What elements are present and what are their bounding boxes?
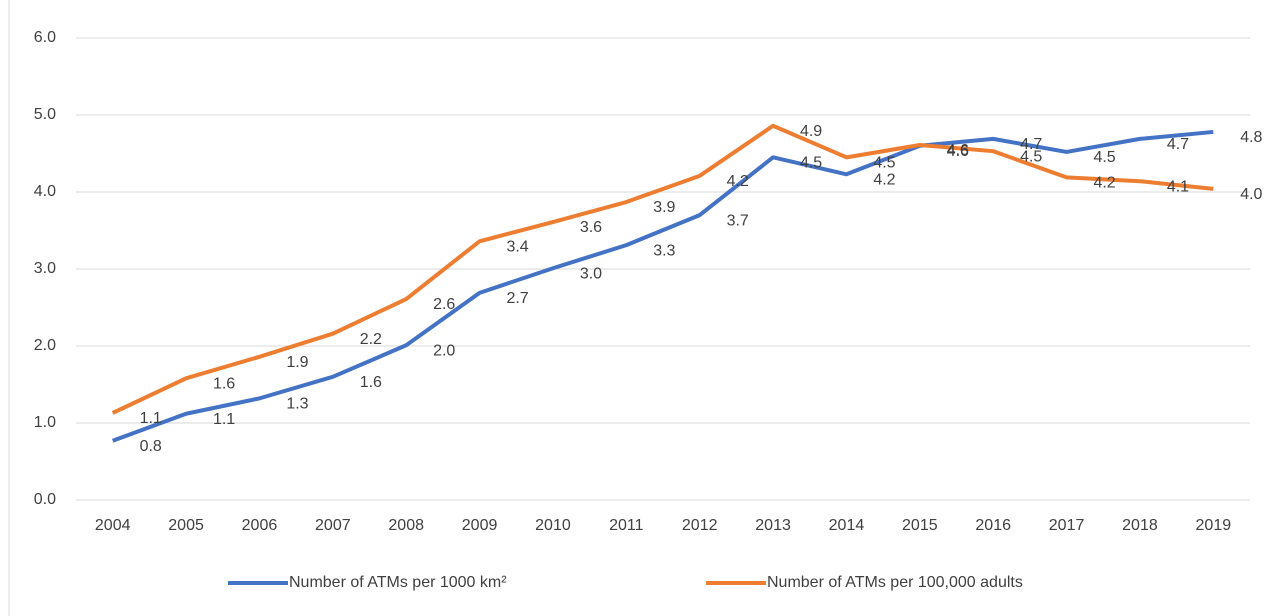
data-label: 4.5 xyxy=(1020,148,1042,165)
x-tick-label: 2013 xyxy=(755,517,791,534)
x-tick-label: 2019 xyxy=(1196,517,1232,534)
x-tick-label: 2014 xyxy=(829,517,865,534)
data-label: 4.0 xyxy=(1240,186,1262,203)
y-tick-label: 3.0 xyxy=(34,260,56,277)
data-label: 3.6 xyxy=(580,219,602,236)
data-label: 2.2 xyxy=(360,331,382,348)
series-line xyxy=(111,123,1214,415)
data-label: 1.1 xyxy=(140,410,162,427)
y-tick-label: 6.0 xyxy=(34,29,56,46)
data-label: 4.1 xyxy=(1167,178,1189,195)
x-tick-label: 2017 xyxy=(1049,517,1085,534)
data-label: 4.5 xyxy=(1093,149,1115,166)
x-tick-label: 2007 xyxy=(315,517,351,534)
data-label: 3.9 xyxy=(653,199,675,216)
data-label: 4.2 xyxy=(1093,175,1115,192)
x-tick-label: 2015 xyxy=(902,517,938,534)
series-line xyxy=(111,129,1214,443)
x-tick-label: 2008 xyxy=(388,517,424,534)
x-tick-label: 2004 xyxy=(95,517,131,534)
x-tick-label: 2012 xyxy=(682,517,718,534)
y-tick-label: 4.0 xyxy=(34,183,56,200)
data-label: 3.4 xyxy=(506,238,528,255)
legend-label: Number of ATMs per 100,000 adults xyxy=(767,574,1023,591)
data-label: 2.7 xyxy=(506,290,528,307)
data-label: 2.0 xyxy=(433,342,455,359)
data-label: 1.6 xyxy=(360,374,382,391)
data-label: 4.2 xyxy=(873,172,895,189)
data-label: 4.8 xyxy=(1240,129,1262,146)
data-label: 1.9 xyxy=(286,354,308,371)
data-label: 1.1 xyxy=(213,411,235,428)
x-tick-label: 2010 xyxy=(535,517,571,534)
data-label: 4.5 xyxy=(873,155,895,172)
data-label: 2.6 xyxy=(433,296,455,313)
x-tick-label: 2009 xyxy=(462,517,498,534)
data-label: 3.3 xyxy=(653,242,675,259)
legend-label: Number of ATMs per 1000 km² xyxy=(289,574,507,591)
x-tick-label: 2006 xyxy=(242,517,278,534)
data-label: 3.7 xyxy=(727,212,749,229)
y-tick-label: 5.0 xyxy=(34,106,56,123)
x-tick-label: 2016 xyxy=(975,517,1011,534)
y-tick-label: 1.0 xyxy=(34,414,56,431)
y-tick-label: 2.0 xyxy=(34,337,56,354)
data-label: 4.6 xyxy=(947,142,969,159)
data-label: 4.5 xyxy=(800,155,822,172)
data-label: 1.6 xyxy=(213,376,235,393)
data-label: 3.0 xyxy=(580,265,602,282)
data-label: 4.9 xyxy=(800,123,822,140)
data-label: 0.8 xyxy=(140,438,162,455)
data-label: 4.6 xyxy=(947,143,969,160)
x-tick-label: 2005 xyxy=(168,517,204,534)
x-tick-label: 2018 xyxy=(1122,517,1158,534)
data-label: 4.7 xyxy=(1020,136,1042,153)
data-label: 4.2 xyxy=(727,173,749,190)
x-tick-label: 2011 xyxy=(609,517,644,534)
data-label: 1.3 xyxy=(286,396,308,413)
data-label: 4.7 xyxy=(1167,136,1189,153)
y-tick-label: 0.0 xyxy=(34,491,56,508)
